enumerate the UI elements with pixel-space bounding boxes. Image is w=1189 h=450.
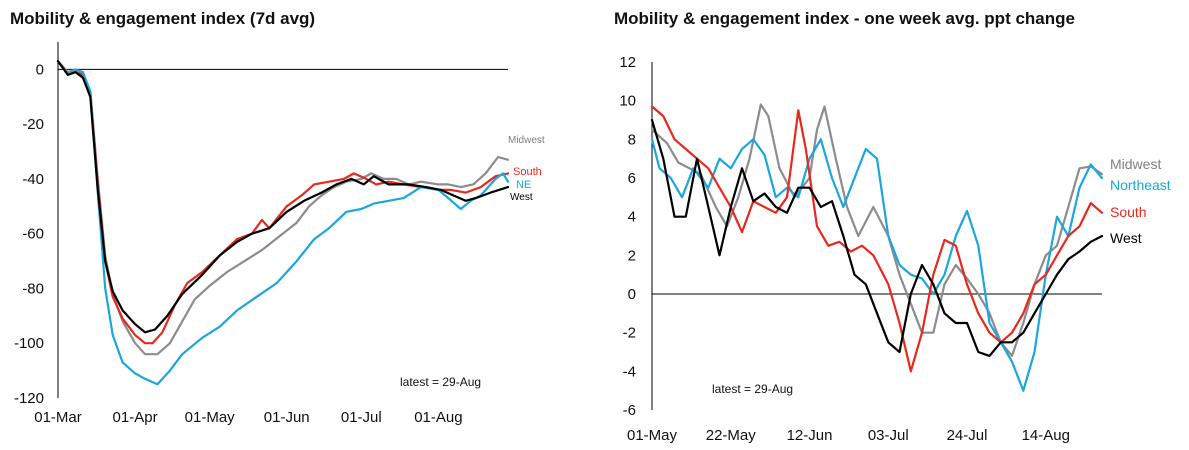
x-tick-label: 01-Aug [414,409,462,426]
y-tick-label: -60 [22,226,44,243]
series-label-west: West [1110,230,1142,246]
chart-panel-right: Mobility & engagement index - one week a… [600,0,1189,450]
series-line-west [650,118,1104,357]
y-tick-label: -40 [22,171,44,188]
y-tick-label: 12 [619,54,636,71]
y-tick-label: 0 [36,61,44,78]
y-tick-label: -80 [22,280,44,297]
y-tick-label: -6 [623,402,636,419]
series-line-west [56,60,510,334]
y-tick-label: 8 [628,131,636,148]
x-tick-label: 14-Aug [1022,427,1070,444]
series-label-ne: NE [516,179,531,191]
x-tick-label: 01-May [627,427,678,444]
latest-date-annotation: latest = 29-Aug [400,375,481,389]
y-tick-label: -4 [623,363,636,380]
series-line-midwest [650,103,1104,357]
y-tick-label: 10 [619,93,636,110]
latest-date-annotation: latest = 29-Aug [712,382,793,396]
series-label-midwest: Midwest [1110,156,1161,172]
series-label-south: South [1110,204,1147,220]
x-tick-label: 12-Jun [787,427,833,444]
line-chart-left: 0 -20 -40 -60 -80 -100 -120 01-Mar 01-Apr 01-May 0… [14,42,545,426]
x-tick-label: 01-Jun [264,409,310,426]
line-chart-right: 12 10 8 6 4 2 0 -2 -4 -6 01-May 22-May 12-Jun 03-Jul 2… [619,54,1171,444]
x-tick-label: 01-May [185,409,236,426]
x-tick-label: 03-Jul [868,427,909,444]
series-label-northeast: Northeast [1110,177,1171,193]
y-tick-label: -2 [623,325,636,342]
y-tick-label: -120 [14,390,44,407]
x-tick-label: 24-Jul [947,427,988,444]
chart-panel-left: Mobility & engagement index (7d avg) 0 -2… [0,0,580,450]
x-tick-label: 01-Mar [34,409,82,426]
y-tick-label: -20 [22,116,44,133]
chart-title: Mobility & engagement index (7d avg) [10,9,316,28]
series-line-south [650,105,1104,373]
series-label-midwest: Midwest [508,135,545,146]
series-label-west: West [510,192,533,203]
series-line-midwest [56,60,510,356]
y-tick-label: -100 [14,335,44,352]
series-line-ne [56,60,510,386]
series-line-south [56,60,510,345]
y-tick-label: 4 [628,209,636,226]
x-tick-label: 01-Jul [341,409,382,426]
y-tick-label: 2 [628,247,636,264]
x-tick-label: 01-Apr [113,409,158,426]
y-tick-label: 6 [628,170,636,187]
y-tick-label: 0 [628,286,636,303]
series-label-south: South [513,166,542,178]
x-tick-label: 22-May [706,427,757,444]
chart-title: Mobility & engagement index - one week a… [614,9,1075,28]
series-line-northeast [650,138,1104,392]
